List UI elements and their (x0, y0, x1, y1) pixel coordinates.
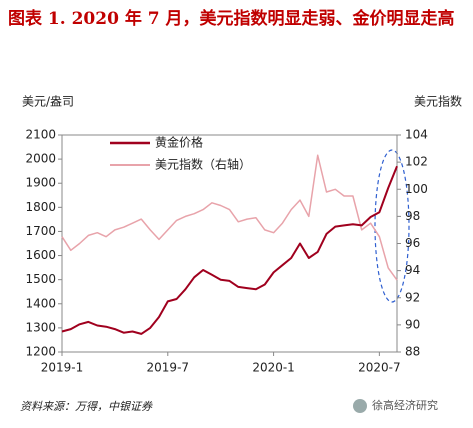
y-tick-label: 2100 (25, 128, 56, 142)
watermark-icon (353, 399, 367, 413)
y-tick-label: 1500 (25, 272, 56, 286)
y-tick-label: 1900 (25, 176, 56, 190)
y2-tick-label: 94 (405, 263, 420, 277)
y2-tick-label: 88 (405, 345, 420, 359)
y-tick-label: 1200 (25, 345, 56, 359)
chart-title: 图表 1. 2020 年 7 月，美元指数明显走弱、金价明显走高 (8, 9, 455, 29)
y2-tick-label: 102 (405, 155, 428, 169)
y2-tick-label: 100 (405, 182, 428, 196)
y-tick-label: 1800 (25, 200, 56, 214)
y2-axis-label: 美元指数 (414, 94, 462, 109)
y2-tick-label: 90 (405, 317, 420, 331)
source-note: 资料来源：万得，中银证券 (20, 400, 153, 413)
data-line (61, 154, 398, 281)
x-tick-label: 2019-1 (41, 361, 84, 375)
legend-label: 黄金价格 (155, 135, 203, 150)
legend-label: 美元指数（右轴） (155, 157, 251, 172)
y2-tick-label: 92 (405, 290, 420, 304)
data-line (61, 165, 398, 335)
y2-tick-label: 98 (405, 209, 420, 223)
x-tick-label: 2020-7 (358, 361, 401, 375)
y-axis-label: 美元/盎司 (22, 95, 74, 109)
y-tick-label: 1400 (25, 296, 56, 310)
y-tick-label: 1700 (25, 224, 56, 238)
y2-tick-label: 96 (405, 236, 420, 250)
y-tick-label: 2000 (25, 152, 56, 166)
y-tick-label: 1600 (25, 248, 56, 262)
y-tick-label: 1300 (25, 320, 56, 334)
x-tick-label: 2020-1 (252, 361, 295, 375)
x-tick-label: 2019-7 (147, 361, 190, 375)
highlight-ellipse (374, 149, 410, 303)
y2-tick-label: 104 (405, 128, 428, 142)
watermark: 徐高经济研究 (372, 398, 438, 412)
